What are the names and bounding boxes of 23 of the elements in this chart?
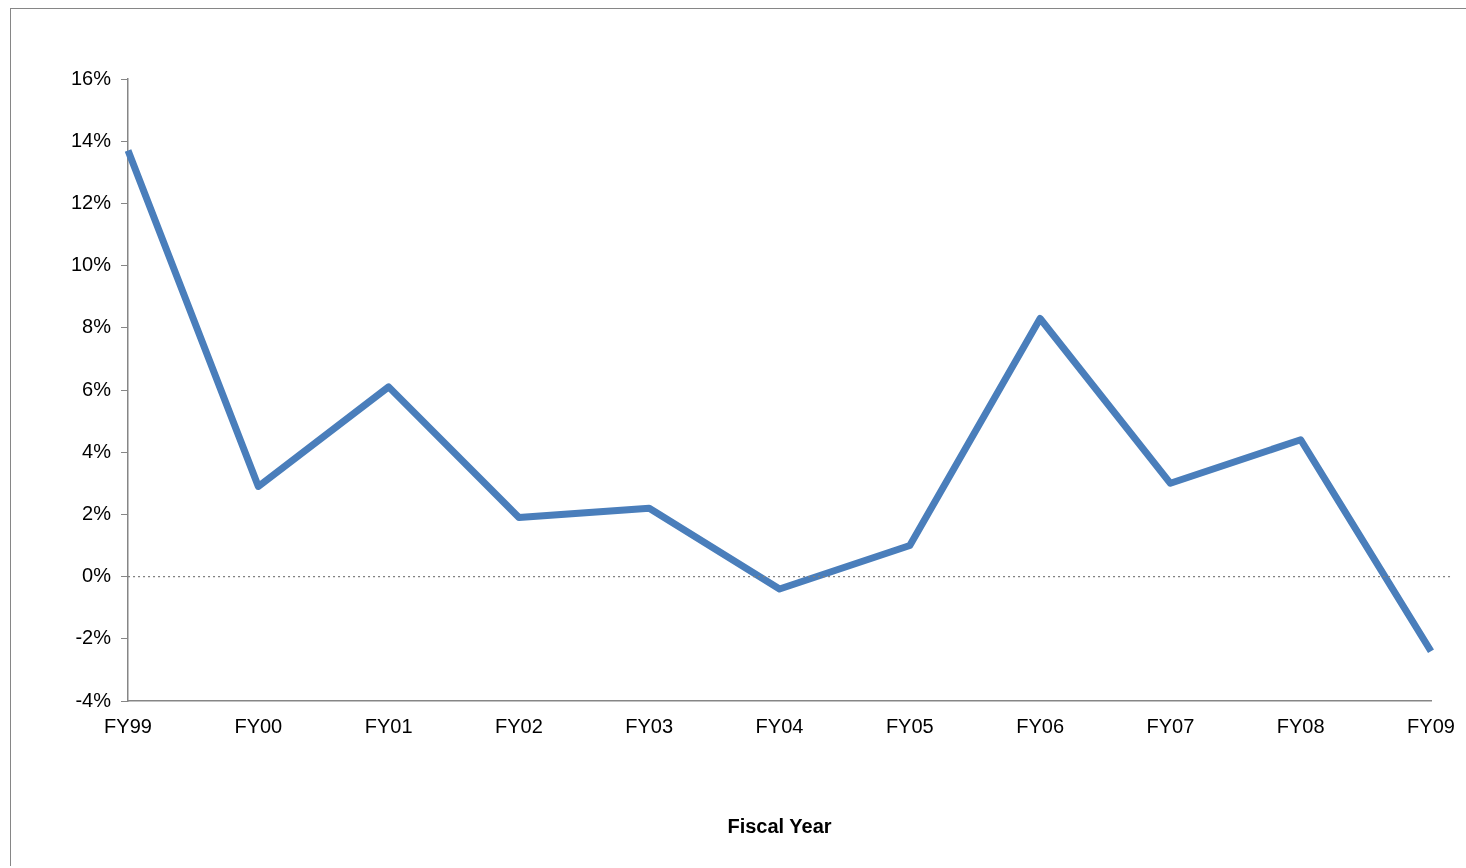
x-tick-label: FY01 bbox=[364, 714, 413, 737]
x-tick-label: FY03 bbox=[625, 714, 674, 737]
y-tick-label: 2% bbox=[82, 501, 112, 524]
y-tick-label: -4% bbox=[75, 688, 112, 711]
x-tick-label: FY00 bbox=[234, 714, 283, 737]
y-tick-label: 6% bbox=[82, 377, 112, 400]
y-tick-label: -2% bbox=[75, 626, 112, 649]
x-tick-label: FY99 bbox=[104, 714, 152, 737]
y-tick-label: 8% bbox=[82, 315, 112, 338]
x-tick-label: FY06 bbox=[1016, 714, 1065, 737]
x-axis-title: Fiscal Year bbox=[727, 814, 832, 837]
x-tick-label: FY04 bbox=[755, 714, 804, 737]
x-tick-label: FY05 bbox=[885, 714, 934, 737]
y-tick-label: 4% bbox=[82, 439, 112, 462]
x-tick-label: FY07 bbox=[1146, 714, 1195, 737]
y-tick-label: 0% bbox=[82, 564, 112, 587]
y-tick-label: 12% bbox=[71, 190, 112, 213]
x-tick-label: FY02 bbox=[495, 714, 543, 737]
x-tick-label: FY09 bbox=[1407, 714, 1455, 737]
x-tick-label: FY08 bbox=[1276, 714, 1325, 737]
y-tick-label: 16% bbox=[71, 66, 112, 89]
y-tick-label: 10% bbox=[71, 253, 112, 276]
y-tick-label: 14% bbox=[71, 128, 112, 151]
